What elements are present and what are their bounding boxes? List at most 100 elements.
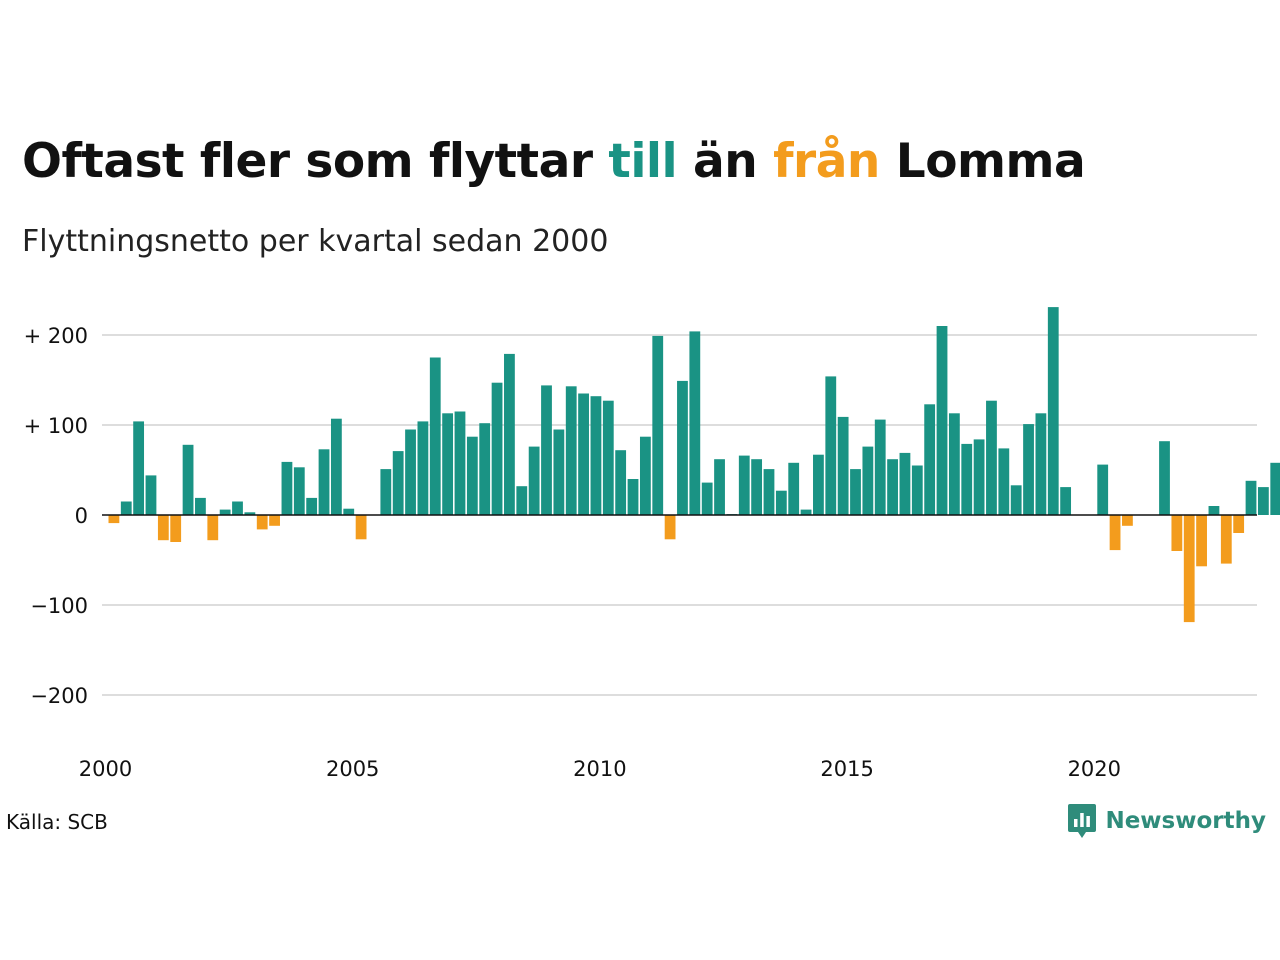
bar	[479, 423, 491, 515]
bar	[813, 454, 824, 515]
bar	[405, 429, 416, 515]
y-tick-label: + 200	[24, 324, 88, 348]
bar	[281, 461, 293, 515]
bar	[1097, 464, 1109, 515]
bar	[874, 419, 886, 515]
bar	[936, 326, 948, 515]
bar	[244, 512, 256, 515]
bar	[973, 439, 985, 515]
bar	[578, 393, 589, 515]
chart-subtitle: Flyttningsnetto per kvartal sedan 2000	[22, 224, 609, 259]
bar	[145, 475, 157, 515]
bar	[392, 451, 404, 515]
y-tick-label: −100	[30, 594, 88, 618]
source-credit: Källa: SCB	[6, 810, 108, 834]
bar	[442, 413, 454, 515]
y-tick-label: + 100	[24, 414, 88, 438]
bar	[269, 515, 280, 526]
bar	[306, 497, 318, 515]
x-tick-label: 2010	[573, 757, 626, 781]
bar	[677, 380, 688, 515]
bar	[219, 509, 231, 515]
bar	[232, 501, 243, 515]
x-tick-label: 2000	[79, 757, 132, 781]
bar	[751, 459, 763, 515]
bar	[763, 469, 775, 515]
bar	[1270, 462, 1280, 515]
bar	[652, 335, 664, 515]
bar	[837, 416, 849, 515]
bar	[639, 436, 651, 515]
bar	[714, 459, 725, 515]
bar	[1233, 515, 1245, 533]
bar	[170, 515, 182, 542]
bar	[256, 515, 268, 530]
bar	[108, 515, 120, 524]
bar	[800, 509, 812, 515]
x-tick-label: 2015	[820, 757, 873, 781]
bar	[775, 490, 787, 515]
bar	[207, 515, 219, 541]
bar	[1257, 487, 1269, 515]
bar	[157, 515, 169, 541]
bar	[701, 482, 713, 515]
bar	[355, 515, 367, 540]
bar	[120, 501, 132, 515]
title-word-fran: från	[773, 134, 880, 189]
bar	[491, 382, 503, 515]
bar	[182, 444, 194, 515]
bar	[961, 443, 973, 515]
bar	[318, 449, 330, 515]
title-part-1: Oftast fler som flyttar	[22, 134, 609, 189]
brand-name: Newsworthy	[1105, 808, 1266, 834]
title-part-3: än	[677, 134, 774, 189]
bar	[590, 396, 602, 515]
bar	[1109, 515, 1121, 551]
bar	[924, 404, 936, 515]
bar	[862, 446, 874, 515]
y-axis-tick-labels: + 200 + 100 0 −100 −200	[24, 324, 88, 708]
bar	[664, 515, 676, 540]
bar	[1010, 485, 1022, 515]
bar	[850, 469, 861, 515]
bar	[899, 452, 911, 515]
y-tick-label: −200	[30, 684, 88, 708]
bar	[429, 357, 441, 515]
bar	[565, 386, 577, 515]
bar	[380, 469, 392, 515]
bar	[1060, 487, 1072, 515]
bar	[738, 455, 750, 515]
bar	[195, 497, 206, 515]
bar	[516, 486, 528, 515]
bar	[1159, 441, 1170, 515]
bar	[504, 353, 515, 515]
bar	[417, 421, 429, 515]
bar	[887, 459, 898, 515]
brand-logo[interactable]: Newsworthy	[1067, 803, 1266, 839]
x-tick-label: 2005	[326, 757, 379, 781]
bar	[528, 446, 540, 515]
bar	[454, 411, 466, 515]
title-part-5: Lomma	[879, 134, 1086, 189]
bar	[825, 376, 837, 515]
bar	[986, 400, 997, 515]
bar	[602, 400, 614, 515]
bar	[1183, 515, 1195, 623]
x-axis-tick-labels: 2000 2005 2010 2015 2020	[79, 757, 1121, 781]
newsworthy-logo-icon	[1068, 804, 1097, 838]
bar	[293, 467, 305, 515]
bar	[788, 462, 800, 515]
bar	[1220, 515, 1232, 564]
bar	[911, 465, 923, 515]
bar	[1023, 424, 1034, 515]
bar	[1035, 413, 1047, 515]
bar	[615, 450, 627, 515]
bar	[1196, 515, 1207, 567]
bar	[948, 413, 960, 515]
bar-chart: + 200 + 100 0 −100 −200 2000 2005 2010 2015 2020	[24, 307, 1280, 781]
chart-title: Oftast fler som flyttar till än från Lom…	[22, 132, 1086, 192]
bar	[466, 436, 478, 515]
bar	[553, 429, 565, 515]
bar	[627, 479, 639, 515]
bar	[1208, 506, 1220, 515]
